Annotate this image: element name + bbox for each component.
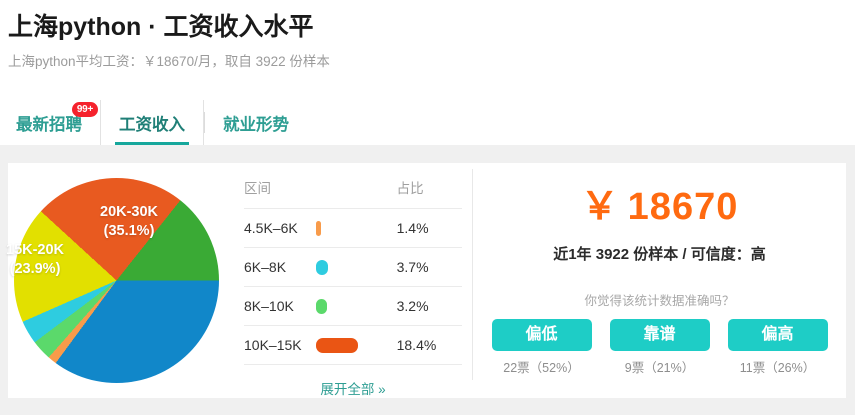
unread-count-badge: 99+	[71, 102, 98, 117]
cell-bar	[315, 286, 397, 326]
vote-option-low: 偏低 22票（52%）	[491, 319, 592, 376]
distribution-table-body: 4.5K–6K 1.4% 6K–8K 3.7% 8K–10K 3.2% 10K–15K 18.…	[244, 208, 462, 365]
column-header-range: 区间	[244, 177, 316, 209]
vote-row: 偏低 22票（52%） 靠谱 9票（21%） 偏高 11票（26%）	[473, 319, 846, 376]
stats-section: ￥ 18670 近1年 3922 份样本 / 可信度：高 你觉得该统计数据准确吗？…	[473, 163, 846, 398]
cell-percent: 1.4%	[396, 208, 462, 248]
cell-range: 10K–15K	[244, 325, 316, 365]
vote-option-accurate: 靠谱 9票（21%）	[609, 319, 710, 376]
cell-range: 4.5K–6K	[244, 208, 316, 248]
table-header-row: 区间 占比	[244, 177, 462, 209]
vote-count-accurate: 9票（21%）	[624, 361, 695, 375]
tab-salary-income-label: 工资收入	[119, 115, 185, 134]
table-row: 10K–15K 18.4%	[244, 325, 462, 365]
tab-latest-jobs[interactable]: 最新招聘 99+	[8, 100, 100, 145]
cell-range: 6K–8K	[244, 247, 316, 287]
distribution-section: 20K-30K (35.1%) 15K-20K (23.9%) 区间 占比	[6, 163, 472, 398]
section-divider	[472, 169, 473, 380]
cell-percent: 3.2%	[396, 286, 462, 326]
salary-pie-chart: 20K-30K (35.1%) 15K-20K (23.9%)	[6, 163, 236, 398]
distribution-bar	[315, 337, 358, 353]
table-row: 8K–10K 3.2%	[244, 286, 462, 326]
vote-count-low: 22票（52%）	[503, 361, 580, 375]
salary-amount: 18670	[627, 186, 739, 228]
pie-graphic	[14, 178, 219, 383]
cell-bar	[315, 208, 397, 248]
salary-panel: 20K-30K (35.1%) 15K-20K (23.9%) 区间 占比	[6, 163, 846, 398]
vote-button-high[interactable]: 偏高	[727, 319, 828, 351]
table-row: 4.5K–6K 1.4%	[244, 208, 462, 248]
vote-option-high: 偏高 11票（26%）	[727, 319, 828, 376]
tab-bar: 最新招聘 99+ 工资收入 就业形势	[8, 100, 307, 145]
cell-bar	[315, 325, 397, 365]
cell-percent: 18.4%	[396, 325, 462, 365]
column-header-percent: 占比	[396, 177, 462, 209]
tab-job-market[interactable]: 就业形势	[205, 100, 307, 145]
sample-info: 近1年 3922 份样本 / 可信度：高	[553, 246, 766, 263]
vote-count-high: 11票（26%）	[739, 361, 816, 375]
distribution-table: 区间 占比 4.5K–6K 1.4% 6K–8K 3.7% 8K–10K 3.2% 10K–…	[244, 177, 462, 365]
currency-symbol: ￥	[580, 186, 620, 228]
expand-all-link[interactable]: 展开全部 »	[320, 382, 386, 397]
column-header-bar	[315, 177, 397, 209]
cell-bar	[315, 247, 397, 287]
vote-button-low[interactable]: 偏低	[491, 319, 592, 351]
tab-salary-income[interactable]: 工资收入	[100, 100, 204, 145]
cell-range: 8K–10K	[244, 286, 316, 326]
distribution-bar	[315, 259, 328, 275]
distribution-bar	[315, 220, 321, 236]
vote-question: 你觉得该统计数据准确吗？	[584, 294, 735, 308]
average-salary: ￥ 18670	[473, 185, 846, 229]
tab-job-market-label: 就业形势	[223, 115, 289, 134]
page-subtitle: 上海python平均工资：￥18670/月，取自 3922 份样本	[8, 54, 330, 69]
distribution-table-wrap: 区间 占比 4.5K–6K 1.4% 6K–8K 3.7% 8K–10K 3.2% 10K–…	[236, 163, 472, 398]
distribution-bar	[315, 298, 327, 314]
cell-percent: 3.7%	[396, 247, 462, 287]
page-header: 上海python · 工资收入水平 上海python平均工资：￥18670/月，…	[0, 0, 855, 72]
vote-button-accurate[interactable]: 靠谱	[609, 319, 710, 351]
tab-latest-jobs-label: 最新招聘	[16, 115, 82, 134]
page-title: 上海python · 工资收入水平	[8, 13, 314, 41]
tab-divider	[204, 112, 205, 133]
table-row: 6K–8K 3.7%	[244, 247, 462, 287]
